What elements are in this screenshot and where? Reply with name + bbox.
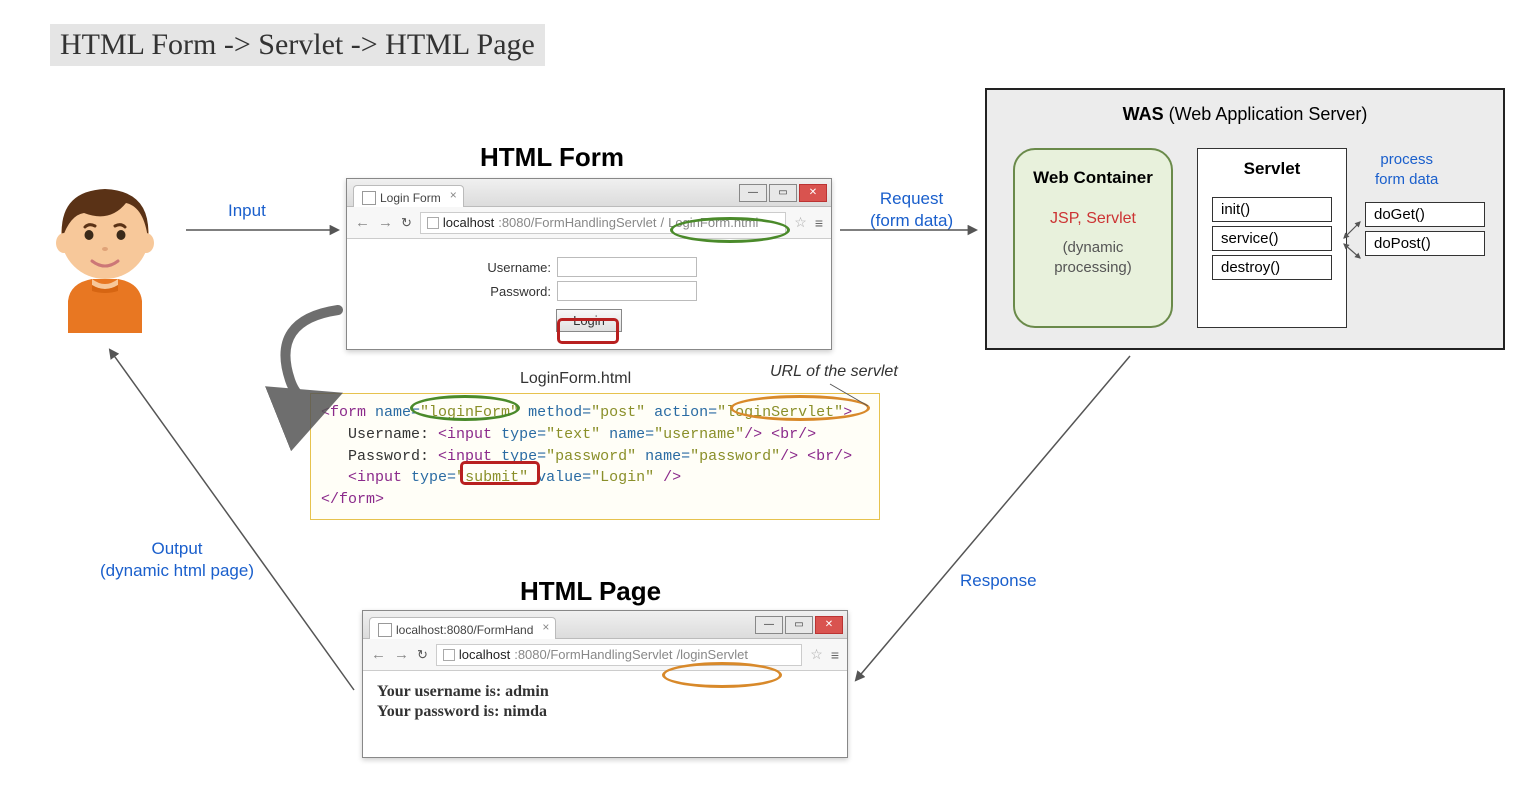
close-btn[interactable]: ✕ [799, 184, 827, 202]
forward-icon[interactable]: → [394, 646, 409, 663]
code-submit: "submit" [456, 469, 528, 486]
username-input[interactable] [557, 257, 697, 277]
process-label: process form data [1375, 150, 1438, 189]
password-input[interactable] [557, 281, 697, 301]
close-btn[interactable]: ✕ [815, 616, 843, 634]
back-icon[interactable]: ← [371, 646, 386, 663]
label-request: Request (form data) [870, 188, 953, 232]
url-input[interactable]: localhost :8080/FormHandlingServlet/login… [436, 644, 802, 666]
password-label: Password: [481, 284, 551, 299]
label-html-form: HTML Form [480, 142, 624, 173]
url-path: :8080/FormHandlingServlet [498, 215, 656, 230]
method-destroy: destroy() [1212, 255, 1332, 280]
login-button[interactable]: Login [556, 309, 622, 332]
minimize-btn[interactable]: — [755, 616, 783, 634]
address-bar: ← → ↻ localhost :8080/FormHandlingServlet… [347, 207, 831, 239]
label-url-note: URL of the servlet [770, 363, 898, 381]
url-input[interactable]: localhost:8080/FormHandlingServlet/Login… [420, 212, 786, 234]
page-icon [443, 649, 455, 661]
code-action: "loginServlet" [717, 404, 843, 421]
servlet-title: Servlet [1198, 159, 1346, 179]
url-file: LoginForm.html [668, 215, 758, 230]
result-password: Your password is: nimda [377, 703, 833, 721]
method-service: service() [1212, 226, 1332, 251]
was-title: WAS (Web Application Server) [987, 104, 1503, 125]
url-host: localhost [459, 647, 510, 662]
address-bar: ← → ↻ localhost :8080/FormHandlingServlet… [363, 639, 847, 671]
star-icon[interactable]: ☆ [794, 214, 807, 231]
web-container-title: Web Container [1015, 168, 1171, 188]
page-body: Username: Password: Login [347, 239, 831, 350]
user-avatar [40, 173, 170, 333]
reload-icon[interactable]: ↻ [401, 215, 412, 231]
label-response: Response [960, 570, 1037, 592]
label-html-page: HTML Page [520, 576, 661, 607]
jsp-servlet-label: JSP, Servlet [1015, 210, 1171, 228]
result-username: Your username is: admin [377, 683, 833, 701]
forward-icon[interactable]: → [378, 214, 393, 231]
page-icon [427, 217, 439, 229]
browser-result: localhost:8080/FormHand — ▭ ✕ ← → ↻ loca… [362, 610, 848, 758]
label-output: Output (dynamic html page) [100, 538, 254, 582]
browser-tab[interactable]: Login Form [353, 185, 464, 207]
tab-label: localhost:8080/FormHand [396, 623, 533, 637]
lifecycle-methods: init() service() destroy() [1212, 197, 1332, 280]
dynamic-label: (dynamic processing) [1015, 238, 1171, 277]
code-filename: LoginForm.html [520, 370, 631, 388]
username-label: Username: [481, 260, 551, 275]
maximize-btn[interactable]: ▭ [769, 184, 797, 202]
method-init: init() [1212, 197, 1332, 222]
menu-icon[interactable]: ≡ [815, 215, 823, 231]
url-path: :8080/FormHandlingServlet [514, 647, 672, 662]
back-icon[interactable]: ← [355, 214, 370, 231]
tab-label: Login Form [380, 191, 441, 205]
code-snippet: <form name="loginForm" method="post" act… [310, 393, 880, 520]
method-dopost: doPost() [1365, 231, 1485, 256]
browser-tab[interactable]: localhost:8080/FormHand [369, 617, 556, 639]
do-methods: doGet() doPost() [1365, 202, 1485, 260]
url-host: localhost [443, 215, 494, 230]
url-file: /loginServlet [676, 647, 748, 662]
code-form-name: "loginForm" [420, 404, 519, 421]
maximize-btn[interactable]: ▭ [785, 616, 813, 634]
label-input: Input [228, 200, 266, 222]
menu-icon[interactable]: ≡ [831, 647, 839, 663]
web-container: Web Container JSP, Servlet (dynamic proc… [1013, 148, 1173, 328]
page-body: Your username is: admin Your password is… [363, 671, 847, 733]
browser-login-form: Login Form — ▭ ✕ ← → ↻ localhost :8080/Fo… [346, 178, 832, 350]
page-title: HTML Form -> Servlet -> HTML Page [50, 24, 545, 66]
was-box: WAS (Web Application Server) Web Contain… [985, 88, 1505, 350]
method-doget: doGet() [1365, 202, 1485, 227]
star-icon[interactable]: ☆ [810, 646, 823, 663]
servlet-box: Servlet init() service() destroy() [1197, 148, 1347, 328]
reload-icon[interactable]: ↻ [417, 647, 428, 663]
minimize-btn[interactable]: — [739, 184, 767, 202]
